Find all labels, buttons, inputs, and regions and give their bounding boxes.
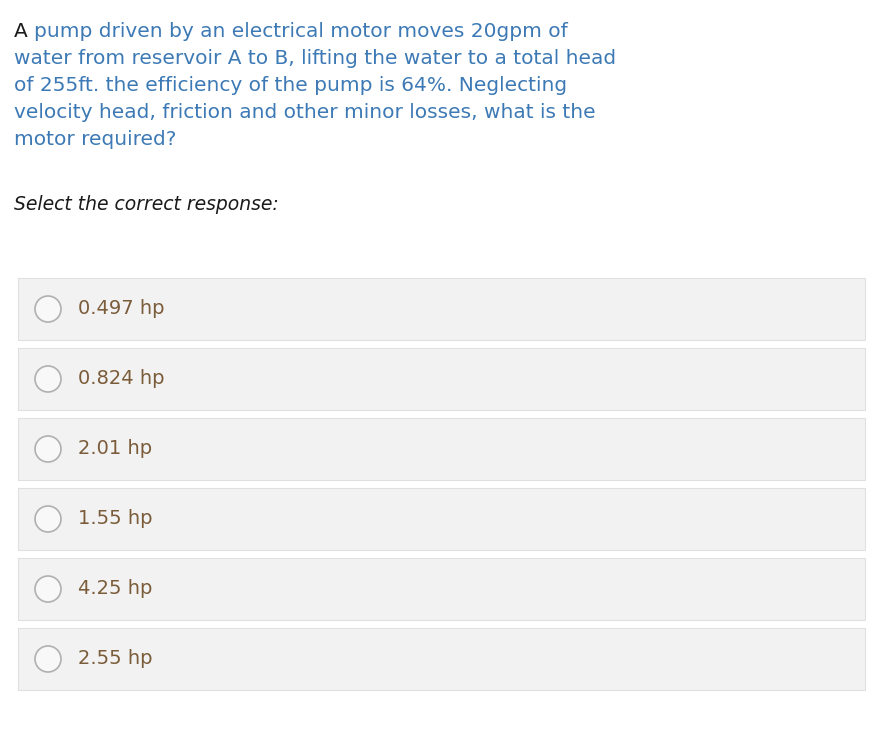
Text: A: A bbox=[14, 22, 34, 41]
Text: pump driven by an electrical motor moves 20gpm of: pump driven by an electrical motor moves… bbox=[34, 22, 568, 41]
FancyBboxPatch shape bbox=[18, 488, 865, 550]
Text: motor required?: motor required? bbox=[14, 130, 177, 149]
Text: velocity head, friction and other minor losses, what is the: velocity head, friction and other minor … bbox=[14, 103, 596, 122]
Text: water from reservoir A to B, lifting the water to a total head: water from reservoir A to B, lifting the… bbox=[14, 49, 616, 68]
Ellipse shape bbox=[35, 576, 61, 602]
Ellipse shape bbox=[35, 436, 61, 462]
Ellipse shape bbox=[35, 506, 61, 532]
Text: 2.55 hp: 2.55 hp bbox=[78, 649, 153, 668]
FancyBboxPatch shape bbox=[18, 348, 865, 410]
Text: 4.25 hp: 4.25 hp bbox=[78, 580, 153, 599]
Ellipse shape bbox=[35, 366, 61, 392]
Text: Select the correct response:: Select the correct response: bbox=[14, 195, 279, 214]
FancyBboxPatch shape bbox=[18, 558, 865, 620]
Text: of 255ft. the efficiency of the pump is 64%. Neglecting: of 255ft. the efficiency of the pump is … bbox=[14, 76, 567, 95]
Text: 0.497 hp: 0.497 hp bbox=[78, 300, 164, 319]
FancyBboxPatch shape bbox=[18, 628, 865, 690]
Ellipse shape bbox=[35, 646, 61, 672]
Text: 1.55 hp: 1.55 hp bbox=[78, 509, 153, 528]
FancyBboxPatch shape bbox=[18, 278, 865, 340]
Ellipse shape bbox=[35, 296, 61, 322]
Text: 0.824 hp: 0.824 hp bbox=[78, 369, 164, 388]
Text: 2.01 hp: 2.01 hp bbox=[78, 440, 152, 459]
FancyBboxPatch shape bbox=[18, 418, 865, 480]
